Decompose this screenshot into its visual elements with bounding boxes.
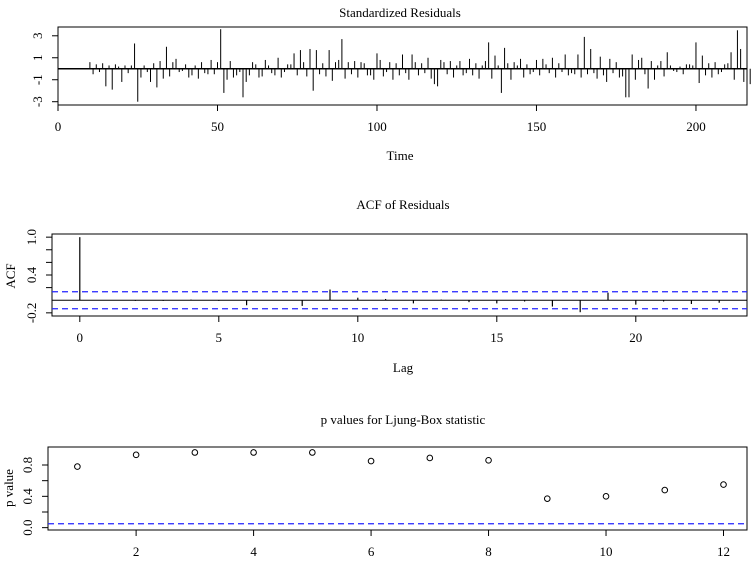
- ljungbox-marks: [48, 449, 747, 525]
- residuals-x-tick-label: 100: [367, 119, 387, 134]
- residuals-title: Standardized Residuals: [339, 5, 461, 20]
- acf-x-tick-label: 10: [351, 330, 364, 345]
- residuals-x-tick-label: 0: [55, 119, 62, 134]
- residuals-y-tick-label: -3: [30, 96, 45, 107]
- acf-x-tick-label: 5: [216, 330, 223, 345]
- acf-y-tick-label: 0.4: [24, 266, 39, 283]
- residuals-y-tick-label: 3: [30, 33, 45, 40]
- residuals-plot-frame: [57, 26, 748, 106]
- ljungbox-x-tick-label: 2: [133, 544, 140, 559]
- acf-marks: [52, 237, 747, 313]
- pvalue-point: [602, 493, 610, 500]
- ljungbox-panel: p values for Ljung-Box statistic 2 4 6 8 10 1…: [1, 412, 748, 559]
- ljungbox-x-tick-label: 8: [485, 544, 492, 559]
- residuals-y-tick-label: -1: [30, 74, 45, 85]
- pvalue-point: [661, 486, 669, 494]
- pvalue-point: [191, 449, 199, 456]
- ljungbox-y-label: p value: [1, 469, 16, 507]
- acf-title: ACF of Residuals: [356, 197, 449, 212]
- ljungbox-x-tick-label: 12: [717, 544, 730, 559]
- ljungbox-y-axis: 0.0 0.4 0.8: [20, 457, 48, 536]
- residuals-y-tick-label: 1: [30, 55, 45, 62]
- ljungbox-y-tick-label: 0.4: [20, 488, 35, 505]
- pvalue-point: [543, 495, 551, 502]
- residuals-panel: Standardized Residuals 0 50 100 150 200 -3 -1…: [30, 5, 751, 163]
- acf-y-tick-label: 1.0: [24, 229, 39, 245]
- residuals-x-tick-label: 200: [686, 119, 706, 134]
- pvalue-point: [309, 449, 316, 456]
- acf-plot-frame: [51, 233, 748, 317]
- ljungbox-x-axis: 2 4 6 8 10 12: [133, 530, 730, 559]
- ljungbox-plot-frame: [47, 446, 748, 531]
- residuals-y-axis: -3 -1 1 3: [30, 33, 58, 107]
- pvalue-point: [74, 463, 81, 470]
- residuals-x-tick-label: 50: [211, 119, 224, 134]
- residuals-x-tick-label: 150: [527, 119, 547, 134]
- acf-x-tick-label: 15: [490, 330, 503, 345]
- ljungbox-x-tick-label: 6: [368, 544, 375, 559]
- pvalue-point: [250, 449, 257, 456]
- pvalue-point: [132, 451, 140, 459]
- ljungbox-y-tick-label: 0.8: [20, 457, 35, 473]
- acf-panel: ACF of Residuals 0 5 10 15 20 -0.2 0.4 1.0 Lag…: [3, 197, 748, 375]
- acf-x-label: Lag: [393, 360, 414, 375]
- acf-y-label: ACF: [3, 263, 18, 288]
- acf-x-axis: 0 5 10 15 20: [77, 316, 642, 345]
- acf-y-axis: -0.2 0.4 1.0: [24, 229, 52, 323]
- pvalue-point: [367, 457, 375, 465]
- ljungbox-title: p values for Ljung-Box statistic: [321, 412, 486, 427]
- pvalue-point: [720, 481, 727, 488]
- pvalue-point: [426, 454, 434, 462]
- ljungbox-x-tick-label: 10: [600, 544, 613, 559]
- ljungbox-x-tick-label: 4: [250, 544, 257, 559]
- acf-x-tick-label: 0: [77, 330, 84, 345]
- acf-y-tick-label: -0.2: [24, 303, 39, 324]
- residuals-marks: [58, 29, 751, 102]
- acf-x-tick-label: 20: [629, 330, 642, 345]
- residuals-x-axis: 0 50 100 150 200: [55, 105, 706, 134]
- pvalue-point: [485, 457, 492, 464]
- residuals-x-label: Time: [387, 148, 414, 163]
- ljungbox-y-tick-label: 0.0: [20, 520, 35, 536]
